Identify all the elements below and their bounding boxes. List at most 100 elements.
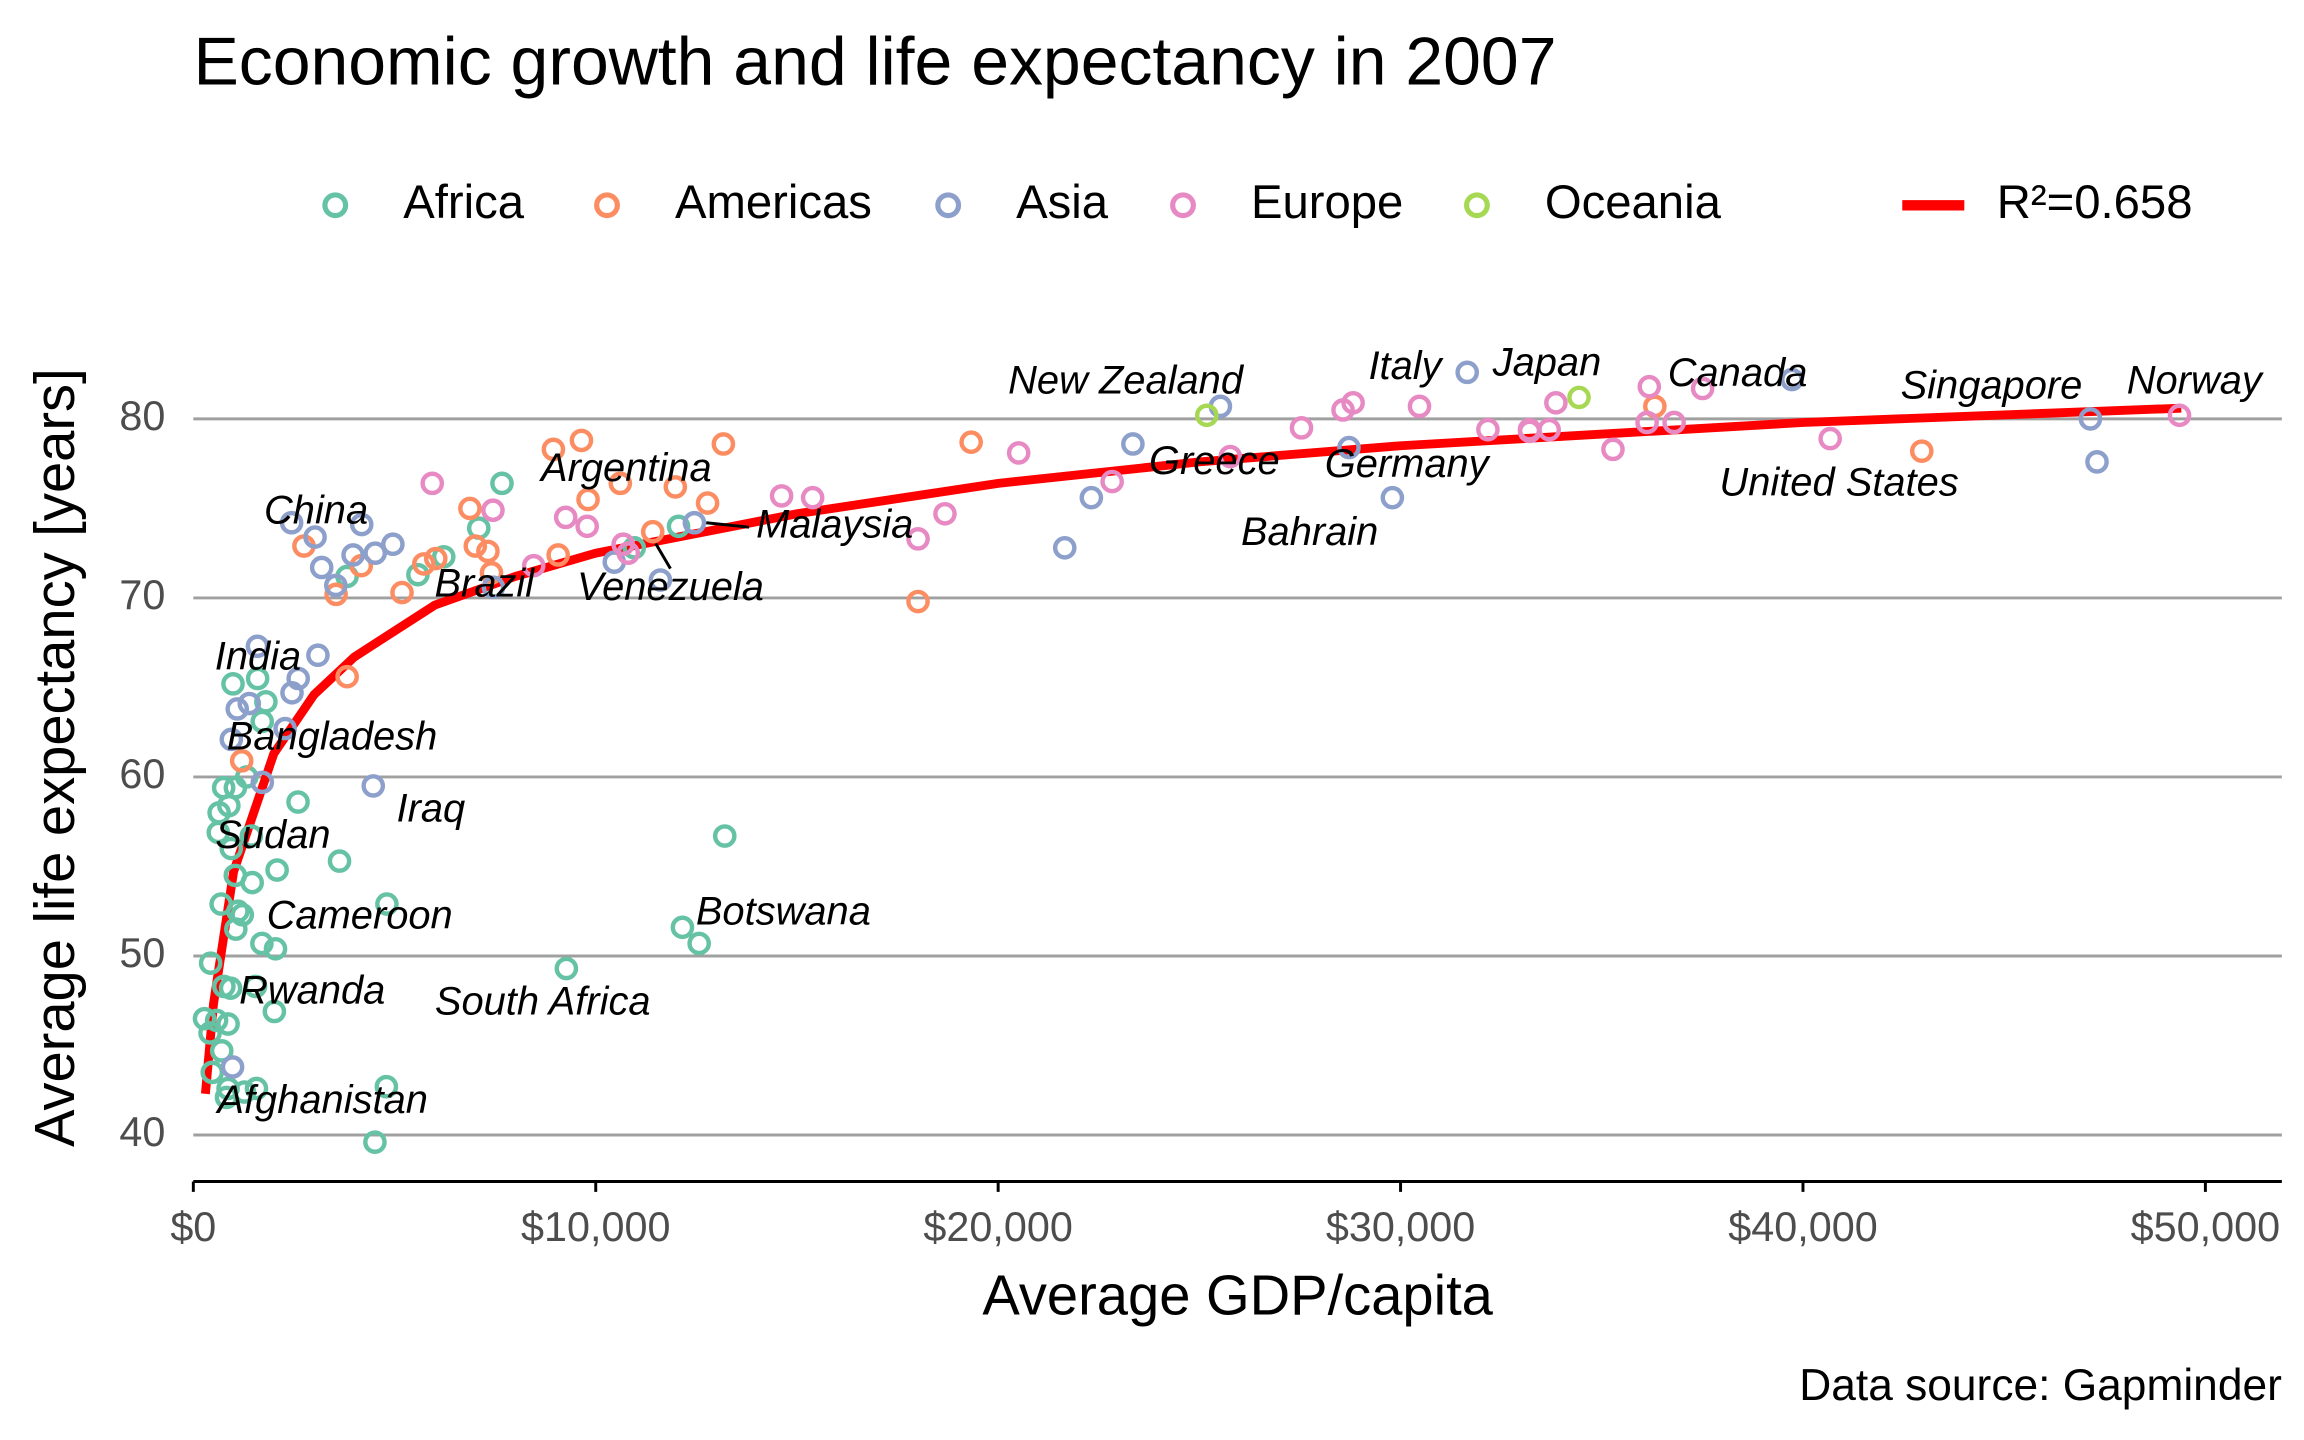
data-point: [412, 552, 436, 576]
legend-label: R²=0.658: [1997, 176, 2193, 229]
data-point: [232, 1080, 257, 1104]
x-axis-title: Average GDP/capita: [982, 1264, 1493, 1327]
data-point: [576, 487, 600, 512]
data-point: [906, 527, 930, 551]
data-point: [229, 749, 254, 773]
leader-line: [654, 542, 672, 570]
annotation: Cameroon: [267, 893, 453, 937]
data-point: [198, 1021, 222, 1045]
leader-line: [706, 521, 750, 529]
data-point: [239, 824, 264, 848]
caption: Data source: Gapminder: [1799, 1361, 2282, 1410]
annotation: Norway: [2127, 358, 2264, 402]
data-point: [553, 505, 578, 530]
annotation: Greece: [1149, 439, 1280, 483]
data-point: [390, 580, 414, 605]
annotation: Venezuela: [577, 565, 764, 609]
data-point: [906, 589, 930, 614]
data-point: [479, 561, 504, 585]
data-point: [1662, 410, 1686, 435]
x-tick-label: $20,000: [923, 1204, 1072, 1250]
data-point: [1637, 374, 1662, 399]
data-point: [648, 568, 673, 592]
data-point: [250, 709, 275, 734]
data-point: [286, 790, 310, 814]
fit-line: [200, 403, 2182, 1095]
data-point: [1476, 417, 1500, 442]
y-tick-label: 80: [119, 393, 165, 439]
data-point: [219, 836, 244, 861]
data-point: [423, 546, 448, 571]
chart-title: Economic growth and life expectancy in 2…: [193, 24, 1556, 99]
y-axis-title: Average life expectancy [years]: [23, 368, 86, 1147]
data-point: [306, 643, 330, 668]
data-point: [309, 555, 334, 580]
data-point: [663, 475, 688, 499]
x-tick-label: $30,000: [1326, 1204, 1475, 1250]
data-point: [263, 936, 288, 961]
annotation: Japan: [1492, 341, 1602, 385]
data-point: [1517, 417, 1542, 442]
data-point: [1337, 435, 1361, 460]
data-point: [1818, 426, 1842, 451]
legend-label: Asia: [1016, 176, 1109, 229]
data-point: [575, 514, 599, 539]
data-point: [204, 1008, 229, 1033]
data-point: [375, 892, 399, 916]
annotation: Rwanda: [239, 969, 385, 1013]
legend-marker: [1464, 192, 1490, 219]
data-point: [2078, 407, 2103, 431]
data-point: [476, 539, 500, 564]
data-point: [1006, 441, 1031, 465]
data-point: [219, 727, 244, 752]
data-point: [198, 951, 223, 975]
data-point: [458, 496, 482, 521]
x-tick-label: $50,000: [2131, 1204, 2280, 1250]
data-point: [959, 430, 983, 454]
data-point: [769, 484, 794, 508]
data-point: [711, 432, 736, 456]
data-point: [1052, 535, 1077, 560]
data-point: [1100, 469, 1124, 494]
data-point: [237, 691, 262, 716]
data-point: [2085, 450, 2109, 474]
data-point: [341, 543, 365, 567]
data-point: [541, 437, 566, 462]
data-point: [1690, 376, 1715, 401]
annotation: Bangladesh: [227, 715, 438, 759]
data-point: [608, 471, 633, 496]
data-point: [1380, 485, 1405, 510]
data-point: [250, 931, 274, 956]
data-point: [521, 553, 546, 578]
data-point: [1341, 390, 1365, 415]
data-point: [640, 519, 665, 544]
data-point: [262, 999, 287, 1024]
data-point: [273, 716, 297, 741]
data-point: [245, 666, 270, 691]
data-point: [1780, 367, 1804, 392]
legend-label: Africa: [403, 176, 525, 229]
data-point: [209, 1039, 234, 1063]
data-point: [216, 1012, 240, 1036]
data-point: [1567, 385, 1591, 410]
annotation: Afghanistan: [215, 1078, 428, 1122]
data-point: [1544, 390, 1568, 415]
data-point: [622, 535, 647, 560]
y-tick-label: 70: [119, 572, 165, 618]
data-point: [286, 666, 311, 691]
legend-marker: [594, 192, 620, 219]
data-point: [243, 974, 268, 999]
data-point: [1121, 432, 1145, 456]
data-point: [220, 1055, 245, 1079]
annotation: Singapore: [1901, 363, 2083, 407]
annotation: India: [215, 634, 301, 678]
y-tick-label: 60: [119, 751, 165, 797]
data-point: [363, 1130, 387, 1154]
data-point: [933, 501, 957, 526]
annotation: United States: [1719, 461, 1958, 505]
data-point: [554, 956, 579, 981]
data-point: [616, 541, 641, 565]
legend-label: Europe: [1251, 176, 1403, 229]
data-point: [800, 485, 825, 510]
